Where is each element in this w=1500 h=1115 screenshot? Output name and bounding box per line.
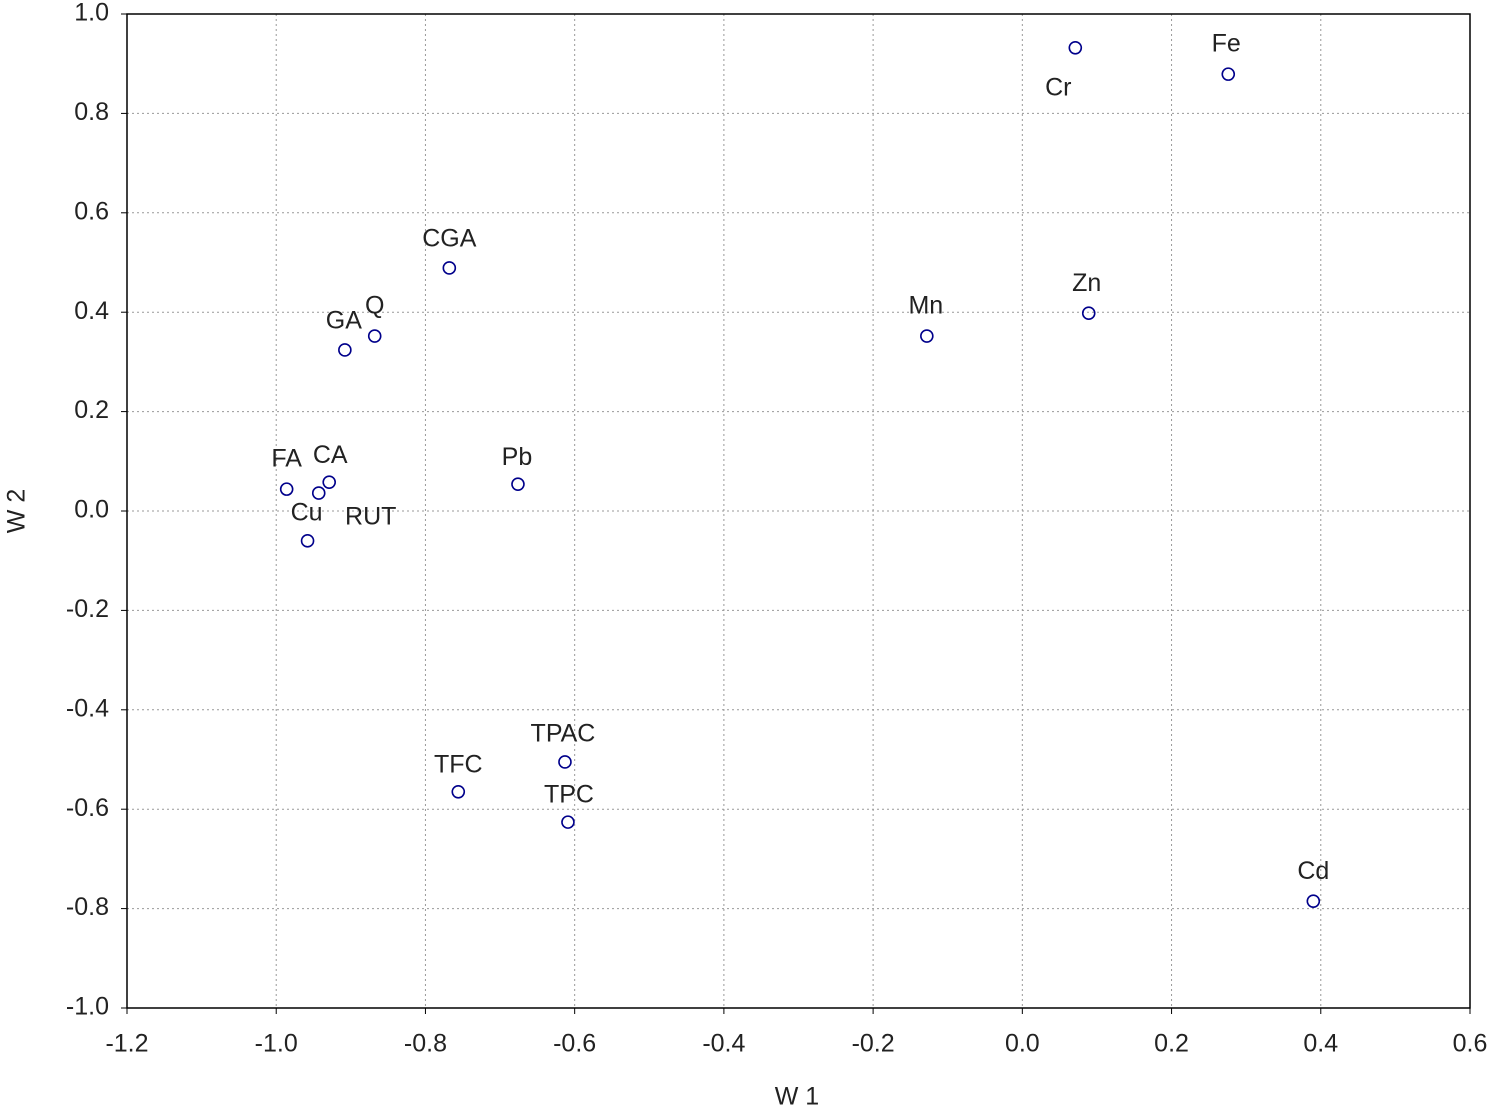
point bbox=[451, 785, 466, 799]
x-tick-label: -0.4 bbox=[702, 1030, 745, 1058]
point-label: TFC bbox=[434, 750, 483, 778]
point-label: CGA bbox=[422, 225, 477, 253]
point bbox=[1306, 894, 1321, 908]
x-tick-label: 0.0 bbox=[1005, 1030, 1040, 1058]
y-tick-label: -0.6 bbox=[66, 794, 109, 822]
point-label: Fe bbox=[1212, 30, 1241, 58]
point-label: Pb bbox=[502, 443, 533, 471]
point bbox=[511, 477, 525, 491]
y-tick-label: -0.4 bbox=[66, 694, 109, 722]
y-tick-label: -1.0 bbox=[66, 993, 109, 1021]
point bbox=[322, 475, 336, 489]
y-tick-label: -0.8 bbox=[66, 893, 109, 921]
point-label: Cu bbox=[291, 498, 323, 526]
y-tick-label: 0.8 bbox=[74, 98, 109, 126]
y-tick-label: 0.0 bbox=[74, 496, 109, 524]
y-tick-label: 0.2 bbox=[74, 396, 109, 424]
point-label: Zn bbox=[1072, 269, 1101, 297]
y-tick-label: 1.0 bbox=[74, 0, 109, 27]
x-tick-label: -1.2 bbox=[105, 1030, 148, 1058]
point-label: TPAC bbox=[531, 720, 596, 748]
point bbox=[279, 482, 294, 496]
point bbox=[300, 534, 315, 548]
point bbox=[338, 343, 352, 357]
x-axis-label: W 1 bbox=[775, 1083, 819, 1111]
point bbox=[1081, 306, 1096, 320]
point bbox=[1221, 67, 1236, 81]
point-label: Cd bbox=[1297, 857, 1329, 885]
point bbox=[920, 329, 934, 343]
point-label: FA bbox=[271, 445, 302, 473]
point-label: RUT bbox=[345, 503, 396, 531]
point bbox=[442, 261, 457, 275]
point bbox=[367, 329, 382, 343]
x-tick-label: 0.2 bbox=[1154, 1030, 1189, 1058]
y-tick-label: 0.4 bbox=[74, 297, 109, 325]
point bbox=[558, 755, 572, 769]
y-tick-label: -0.2 bbox=[66, 595, 109, 623]
y-tick-label: 0.6 bbox=[74, 197, 109, 225]
x-tick-label: 0.4 bbox=[1303, 1030, 1338, 1058]
point-label: CA bbox=[313, 441, 348, 469]
point-label: Mn bbox=[908, 292, 943, 320]
point-label: GA bbox=[326, 307, 362, 335]
y-axis-label: W 2 bbox=[3, 489, 31, 533]
point-label: Cr bbox=[1045, 73, 1071, 101]
point bbox=[311, 486, 326, 500]
x-tick-label: -0.2 bbox=[852, 1030, 895, 1058]
plot-frame bbox=[126, 13, 1471, 1009]
point-label: TPC bbox=[544, 781, 594, 809]
point-label: Q bbox=[365, 292, 384, 320]
x-tick-label: -1.0 bbox=[255, 1030, 298, 1058]
point bbox=[1068, 40, 1083, 55]
point bbox=[561, 815, 575, 829]
x-tick-label: 0.6 bbox=[1453, 1030, 1488, 1058]
x-tick-label: -0.8 bbox=[404, 1030, 447, 1058]
x-tick-label: -0.6 bbox=[553, 1030, 596, 1058]
